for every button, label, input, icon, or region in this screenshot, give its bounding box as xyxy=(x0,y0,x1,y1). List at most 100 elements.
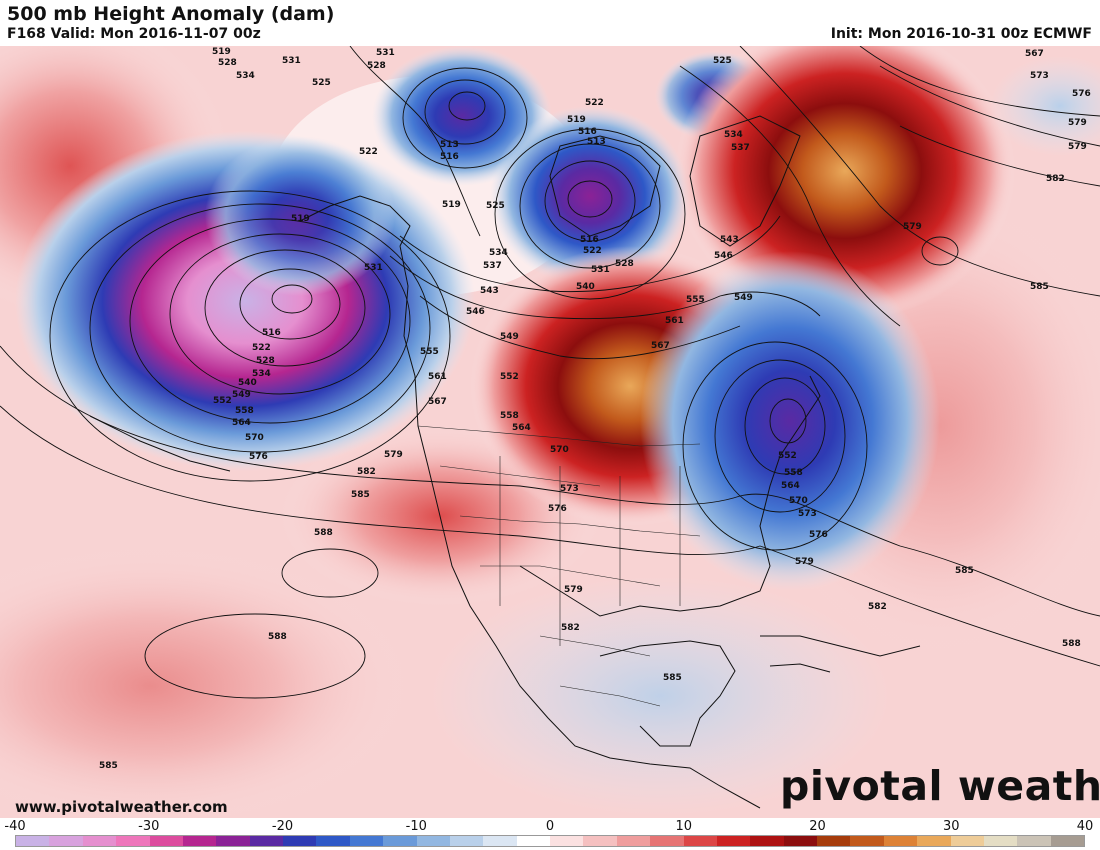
contour-label: 573 xyxy=(1030,71,1049,81)
contour-label: 546 xyxy=(714,251,733,261)
contour-label: 588 xyxy=(268,632,287,642)
colorbar-tick-label: 40 xyxy=(1076,819,1094,834)
contour-label: 567 xyxy=(428,397,447,407)
contour-label: 585 xyxy=(351,490,370,500)
contour-label: 567 xyxy=(651,341,670,351)
contour-label: 531 xyxy=(376,48,395,58)
contour-label: 519 xyxy=(442,200,461,210)
colorbar-swatch xyxy=(950,836,984,846)
colorbar-swatch xyxy=(1050,836,1084,846)
colorbar-swatch xyxy=(49,836,83,846)
colorbar-swatch xyxy=(716,836,751,846)
contour-label: 522 xyxy=(252,343,271,353)
contour-label: 531 xyxy=(282,56,301,66)
contour-label: 546 xyxy=(466,307,485,317)
contour-label: 561 xyxy=(428,372,447,382)
contour-label: 549 xyxy=(232,390,251,400)
colorbar-swatch xyxy=(216,836,250,846)
contour-label: 582 xyxy=(357,467,376,477)
contour-label: 579 xyxy=(795,557,814,567)
pacific-warm-area xyxy=(0,546,410,818)
coastlines xyxy=(89,115,921,809)
colorbar-tick-label: -10 xyxy=(405,819,427,834)
colorbar-tick-label: 10 xyxy=(675,819,693,834)
contour-label: 585 xyxy=(99,761,118,771)
colorbar-swatch xyxy=(16,836,50,846)
contour-label: 525 xyxy=(486,201,505,211)
contour-label: 540 xyxy=(238,378,257,388)
colorbar-swatch xyxy=(683,836,717,846)
contour-label: 522 xyxy=(359,147,378,157)
contour-label: 573 xyxy=(560,484,579,494)
contour-label: 528 xyxy=(218,58,237,68)
contour-label: 534 xyxy=(724,130,743,140)
contour-label: 519 xyxy=(212,47,231,57)
contour-label: 513 xyxy=(587,137,606,147)
contour-label: 543 xyxy=(480,286,499,296)
contour-label: 516 xyxy=(262,328,281,338)
colorbar-swatch xyxy=(82,836,117,846)
contour-label: 561 xyxy=(665,316,684,326)
colorbar-swatch xyxy=(917,836,951,846)
contour-label: 573 xyxy=(798,509,817,519)
colorbar-swatch xyxy=(116,836,150,846)
hudson-bay-low-anomaly xyxy=(490,106,690,286)
colorbar-swatch xyxy=(583,836,617,846)
contour-label: 564 xyxy=(781,481,800,491)
contour-label: 528 xyxy=(256,356,275,366)
contour-label: 534 xyxy=(236,71,255,81)
contour-label: 582 xyxy=(1046,174,1065,184)
colorbar-swatch xyxy=(483,836,517,846)
colorbar-tick-label: 20 xyxy=(809,819,826,834)
contour-label: 525 xyxy=(312,78,331,88)
contour-label: 531 xyxy=(364,263,383,273)
contour-label: 543 xyxy=(720,235,739,245)
contour-label: 567 xyxy=(1025,49,1044,59)
contour-label: 555 xyxy=(686,295,705,305)
contour-label: 519 xyxy=(567,115,586,125)
contour-label: 552 xyxy=(213,396,232,406)
contour-label: 579 xyxy=(1068,142,1087,152)
colorbar-tick-label: 0 xyxy=(545,819,555,834)
borders xyxy=(417,425,701,707)
contour-label: 576 xyxy=(548,504,567,514)
contour-label: 549 xyxy=(500,332,519,342)
contour-label: 558 xyxy=(235,406,254,416)
colorbar-swatch xyxy=(883,836,918,846)
contour-label: 564 xyxy=(512,423,531,433)
north-atlantic-cool-area xyxy=(990,56,1100,156)
colorbar-swatch xyxy=(182,836,217,846)
contour-label: 522 xyxy=(583,246,602,256)
height-contours xyxy=(0,46,1100,699)
colorbar-swatch xyxy=(383,836,417,846)
contour-label: 528 xyxy=(615,259,634,269)
colorbar-swatch xyxy=(783,836,817,846)
valid-time: F168 Valid: Mon 2016-11-07 00z xyxy=(7,26,261,42)
contour-label: 576 xyxy=(809,530,828,540)
colorbar-swatch xyxy=(650,836,684,846)
contour-label: 585 xyxy=(955,566,974,576)
map-panel: 519 528 534 531 531 528 525 525 513 516 … xyxy=(0,46,1100,818)
contour-label: 576 xyxy=(1072,89,1091,99)
contour-label: 549 xyxy=(734,293,753,303)
contour-label: 552 xyxy=(778,451,797,461)
colorbar-tick-label: -40 xyxy=(4,819,26,834)
gulf-of-alaska-low-anomaly xyxy=(205,136,395,296)
contour-label: 585 xyxy=(1030,282,1049,292)
colorbar-swatch xyxy=(550,836,584,846)
contour-label: 582 xyxy=(561,623,580,633)
contour-label: 585 xyxy=(663,673,682,683)
init-time: Init: Mon 2016-10-31 00z ECMWF xyxy=(830,26,1092,42)
contour-label: 558 xyxy=(500,411,519,421)
map-title: 500 mb Height Anomaly (dam) xyxy=(7,3,335,25)
brand-logo: pivotal weather xyxy=(780,762,1100,810)
colorbar xyxy=(15,835,1085,847)
contour-label: 588 xyxy=(314,528,333,538)
colorbar-swatch xyxy=(249,836,283,846)
colorbar-swatch xyxy=(850,836,884,846)
contour-label: 540 xyxy=(576,282,595,292)
colorbar-tick-label: -20 xyxy=(271,819,294,834)
contour-label: 525 xyxy=(713,56,732,66)
contour-label: 513 xyxy=(440,140,459,150)
colorbar-swatch xyxy=(616,836,651,846)
